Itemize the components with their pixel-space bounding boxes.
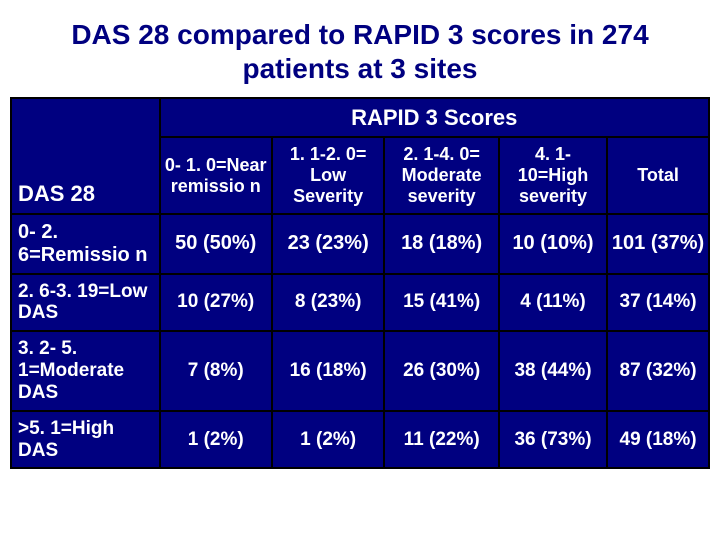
col-header-4: Total bbox=[607, 137, 709, 213]
cell-3-3: 36 (73%) bbox=[499, 411, 607, 469]
cell-1-3: 4 (11%) bbox=[499, 274, 607, 332]
col-header-3: 4. 1- 10=High severity bbox=[499, 137, 607, 213]
cell-0-3: 10 (10%) bbox=[499, 214, 607, 274]
cell-2-3: 38 (44%) bbox=[499, 331, 607, 411]
cell-3-2: 11 (22%) bbox=[384, 411, 499, 469]
col-header-0: 0- 1. 0=Near remissio n bbox=[160, 137, 272, 213]
row-header-2: 3. 2- 5. 1=Moderate DAS bbox=[11, 331, 160, 411]
row-header-0: 0- 2. 6=Remissio n bbox=[11, 214, 160, 274]
row-header-1: 2. 6-3. 19=Low DAS bbox=[11, 274, 160, 332]
row-header-3: >5. 1=High DAS bbox=[11, 411, 160, 469]
cell-1-2: 15 (41%) bbox=[384, 274, 499, 332]
comparison-table-wrap: DAS 28 RAPID 3 Scores 0- 1. 0=Near remis… bbox=[0, 91, 720, 469]
table-row: >5. 1=High DAS 1 (2%) 1 (2%) 11 (22%) 36… bbox=[11, 411, 709, 469]
cell-0-2: 18 (18%) bbox=[384, 214, 499, 274]
table-row: 2. 6-3. 19=Low DAS 10 (27%) 8 (23%) 15 (… bbox=[11, 274, 709, 332]
cell-1-0: 10 (27%) bbox=[160, 274, 272, 332]
cell-3-1: 1 (2%) bbox=[272, 411, 384, 469]
cell-2-1: 16 (18%) bbox=[272, 331, 384, 411]
cell-2-2: 26 (30%) bbox=[384, 331, 499, 411]
cell-1-4: 37 (14%) bbox=[607, 274, 709, 332]
table-row: 0- 2. 6=Remissio n 50 (50%) 23 (23%) 18 … bbox=[11, 214, 709, 274]
col-header-1: 1. 1-2. 0= Low Severity bbox=[272, 137, 384, 213]
table-super-header-row: DAS 28 RAPID 3 Scores bbox=[11, 98, 709, 137]
cell-3-0: 1 (2%) bbox=[160, 411, 272, 469]
cell-1-1: 8 (23%) bbox=[272, 274, 384, 332]
col-header-2: 2. 1-4. 0= Moderate severity bbox=[384, 137, 499, 213]
cell-0-4: 101 (37%) bbox=[607, 214, 709, 274]
cell-3-4: 49 (18%) bbox=[607, 411, 709, 469]
super-header: RAPID 3 Scores bbox=[160, 98, 710, 137]
cell-2-0: 7 (8%) bbox=[160, 331, 272, 411]
cell-0-0: 50 (50%) bbox=[160, 214, 272, 274]
corner-label: DAS 28 bbox=[11, 98, 160, 213]
cell-0-1: 23 (23%) bbox=[272, 214, 384, 274]
table-row: 3. 2- 5. 1=Moderate DAS 7 (8%) 16 (18%) … bbox=[11, 331, 709, 411]
page-title: DAS 28 compared to RAPID 3 scores in 274… bbox=[0, 0, 720, 91]
comparison-table: DAS 28 RAPID 3 Scores 0- 1. 0=Near remis… bbox=[10, 97, 710, 469]
cell-2-4: 87 (32%) bbox=[607, 331, 709, 411]
